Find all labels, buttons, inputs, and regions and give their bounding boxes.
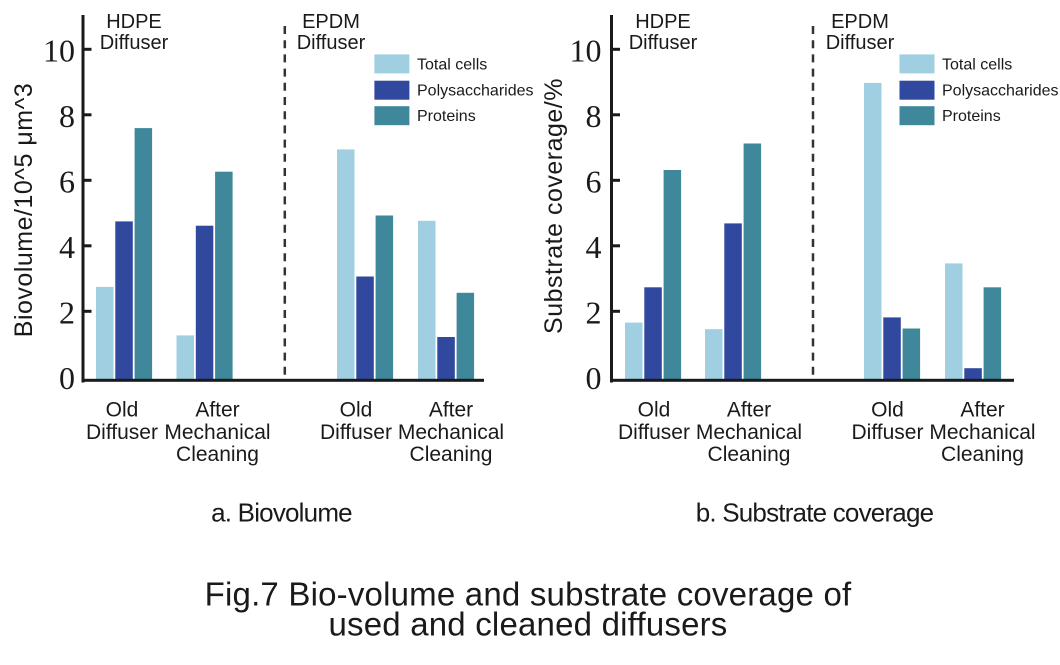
svg-text:Substrate coverage/%: Substrate coverage/% — [540, 78, 568, 334]
svg-text:Mechanical: Mechanical — [164, 421, 270, 444]
svg-text:Diffuser: Diffuser — [826, 32, 895, 54]
svg-text:10: 10 — [570, 32, 602, 68]
svg-text:Diffuser: Diffuser — [618, 421, 690, 444]
svg-text:After: After — [195, 399, 239, 422]
svg-text:Cleaning: Cleaning — [176, 443, 259, 466]
svg-text:Diffuser: Diffuser — [297, 32, 366, 54]
svg-text:HDPE: HDPE — [635, 11, 691, 33]
svg-text:6: 6 — [586, 163, 602, 199]
svg-text:10: 10 — [43, 32, 75, 68]
svg-text:8: 8 — [586, 98, 602, 134]
svg-text:Diffuser: Diffuser — [86, 421, 158, 444]
svg-text:used and cleaned diffusers: used and cleaned diffusers — [328, 606, 727, 643]
svg-text:2: 2 — [59, 294, 75, 330]
svg-text:After: After — [429, 399, 473, 422]
svg-text:6: 6 — [59, 163, 75, 199]
svg-text:Total cells: Total cells — [942, 56, 1012, 73]
svg-text:4: 4 — [59, 229, 75, 265]
svg-text:2: 2 — [586, 294, 602, 330]
svg-text:EPDM: EPDM — [831, 11, 889, 33]
svg-text:a. Biovolume: a. Biovolume — [211, 498, 352, 528]
svg-text:Fig.7 Bio-volume and substrate: Fig.7 Bio-volume and substrate coverage … — [205, 576, 852, 613]
svg-text:0: 0 — [59, 360, 75, 396]
svg-text:Cleaning: Cleaning — [410, 443, 493, 466]
svg-text:Biovolume/10^5 μm^3: Biovolume/10^5 μm^3 — [10, 83, 38, 337]
svg-text:Old: Old — [106, 399, 139, 422]
svg-text:Old: Old — [638, 399, 671, 422]
svg-text:Old: Old — [340, 399, 373, 422]
svg-text:Polysaccharides: Polysaccharides — [942, 83, 1059, 100]
svg-text:4: 4 — [586, 229, 602, 265]
svg-text:Proteins: Proteins — [417, 108, 476, 125]
svg-text:Mechanical: Mechanical — [398, 421, 504, 444]
svg-text:Cleaning: Cleaning — [941, 443, 1024, 466]
svg-text:Diffuser: Diffuser — [100, 32, 169, 54]
svg-text:Total cells: Total cells — [417, 56, 487, 73]
svg-text:8: 8 — [59, 98, 75, 134]
svg-text:Polysaccharides: Polysaccharides — [417, 83, 534, 100]
svg-text:Proteins: Proteins — [942, 108, 1001, 125]
svg-text:EPDM: EPDM — [302, 11, 360, 33]
svg-text:HDPE: HDPE — [106, 11, 162, 33]
svg-text:0: 0 — [586, 360, 602, 396]
svg-text:Diffuser: Diffuser — [852, 421, 924, 444]
svg-text:Mechanical: Mechanical — [696, 421, 802, 444]
svg-text:Diffuser: Diffuser — [320, 421, 392, 444]
svg-text:Diffuser: Diffuser — [629, 32, 698, 54]
svg-text:After: After — [960, 399, 1004, 422]
svg-text:b. Substrate coverage: b. Substrate coverage — [696, 498, 934, 528]
svg-text:After: After — [727, 399, 771, 422]
svg-text:Old: Old — [871, 399, 904, 422]
svg-text:Cleaning: Cleaning — [708, 443, 791, 466]
svg-text:Mechanical: Mechanical — [929, 421, 1035, 444]
